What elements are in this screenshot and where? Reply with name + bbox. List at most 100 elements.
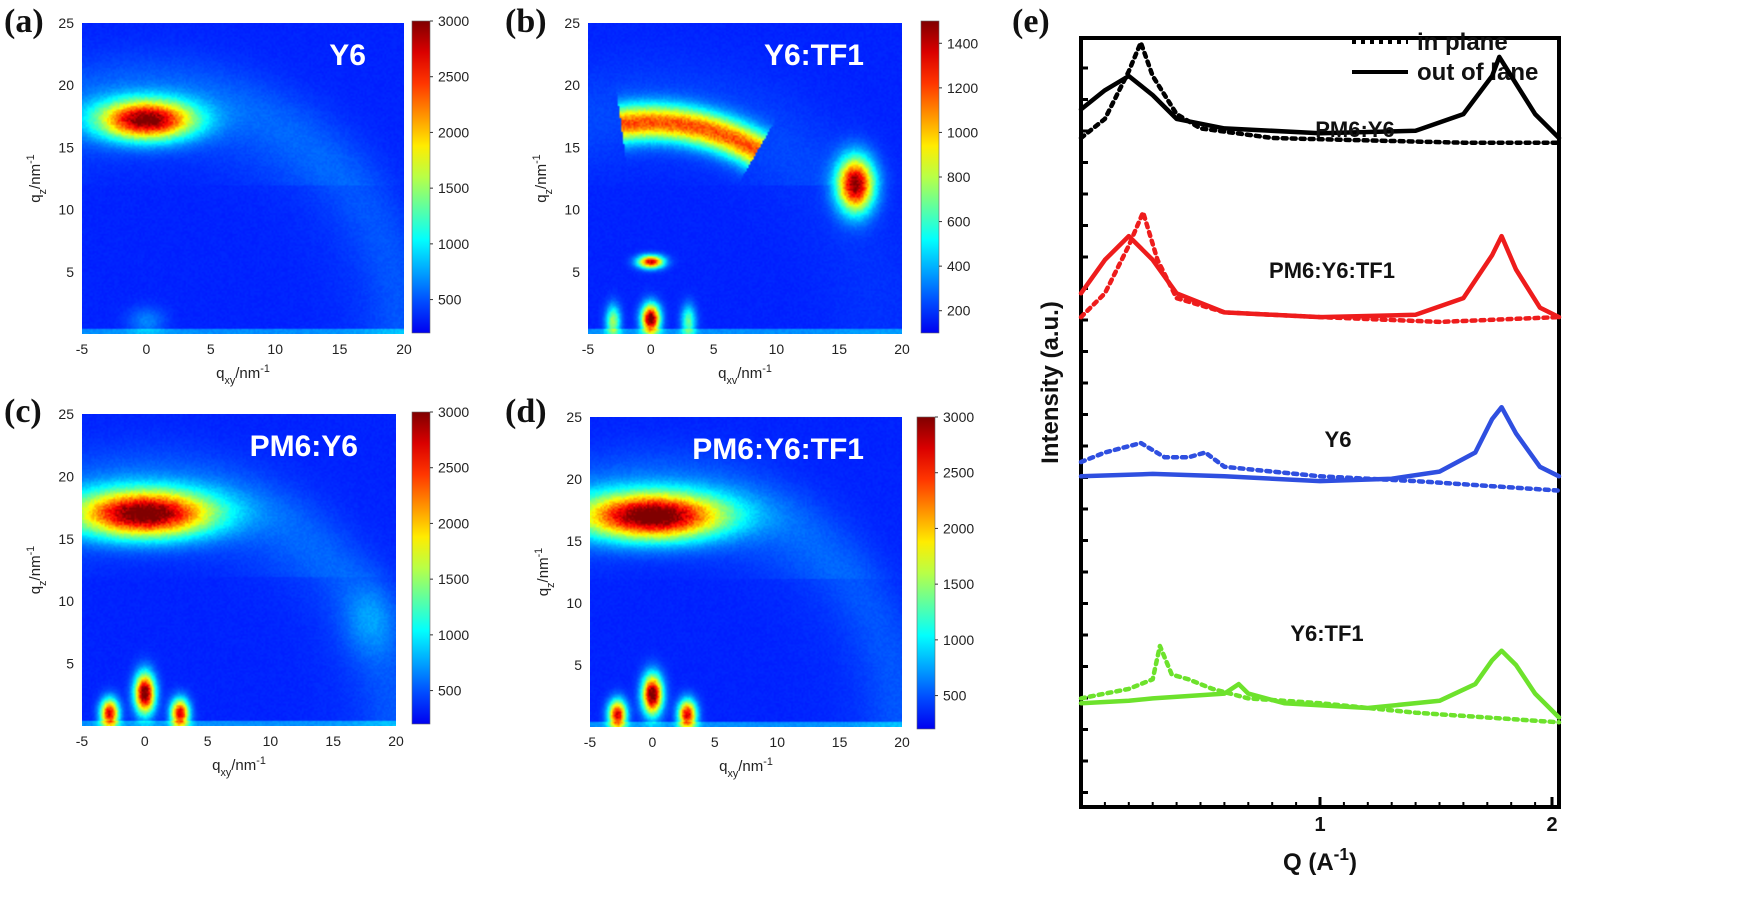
x-axis-title: qxy/nm-1 [216, 363, 270, 387]
y-axis-title: Intensity (a.u.) [1037, 301, 1064, 464]
y-tick-label: 15 [58, 531, 74, 547]
series-label: PM6:Y6 [1315, 117, 1394, 142]
series-out-of-plane-line [1078, 404, 1562, 484]
series-label: Y6 [1325, 427, 1352, 452]
y-tick-label: 25 [564, 15, 580, 31]
colorbar [916, 416, 936, 730]
colorbar-tick-label: 1500 [943, 576, 974, 592]
x-tick-label: -5 [584, 734, 597, 750]
colorbar-tick-label: 400 [947, 258, 971, 274]
map-title: Y6:TF1 [764, 39, 864, 72]
x-tick-label: 20 [396, 341, 412, 357]
series-label: PM6:Y6:TF1 [1269, 258, 1395, 283]
map-title: PM6:Y6 [250, 430, 358, 463]
y-tick-label: 20 [58, 468, 74, 484]
x-tick-label: 0 [141, 733, 149, 749]
y-tick-label: 10 [58, 202, 74, 218]
y-axis-title: qz/nm-1 [25, 154, 49, 202]
gixs-panel: (c) PM6:Y6 -5 0 5 10 15 20 5 10 15 20 25 qxy/nm-1 qz/n… [4, 393, 469, 779]
y-tick-label: 20 [564, 77, 580, 93]
heatmap-image [590, 417, 902, 727]
x-tick-label: -5 [76, 733, 89, 749]
colorbar-tick-label: 200 [947, 303, 971, 319]
panel-label: (e) [1012, 3, 1050, 40]
colorbar-tick-label: 2500 [438, 69, 469, 85]
y-tick-label: 20 [566, 471, 582, 487]
x-tick-label: 10 [267, 341, 283, 357]
x-axis-title: qxy/nm-1 [212, 755, 266, 779]
colorbar-tick-label: 500 [438, 292, 462, 308]
x-tick-label: 0 [649, 734, 657, 750]
x-tick-label: 10 [769, 734, 785, 750]
colorbar-tick-label: 2500 [438, 460, 469, 476]
legend-label-in-plane: in plane [1417, 29, 1508, 56]
colorbar-tick-label: 1500 [438, 180, 469, 196]
x-tick-label: 0 [647, 341, 655, 357]
x-tick-label: 5 [710, 341, 718, 357]
y-tick-label: 25 [566, 409, 582, 425]
y-tick-label: 5 [572, 264, 580, 280]
x-tick-label: 15 [325, 733, 341, 749]
colorbar-tick-label: 1000 [438, 627, 469, 643]
colorbar-tick-label: 1000 [943, 632, 974, 648]
y-tick-label: 5 [66, 656, 74, 672]
x-tick-label: 20 [388, 733, 404, 749]
series-out-of-plane-line [1078, 233, 1562, 320]
y-tick-label: 10 [566, 595, 582, 611]
colorbar-tick-label: 2000 [438, 515, 469, 531]
series-label: Y6:TF1 [1290, 621, 1363, 646]
colorbar [411, 411, 431, 725]
series-in-plane-line [1078, 40, 1562, 145]
line-plot-panel: (e) 1 2 Q (A-1) Intensity (a.u.) in plane out … [1012, 3, 1562, 876]
x-axis-title: Q (A-1) [1283, 844, 1357, 876]
map-title: PM6:Y6:TF1 [692, 433, 864, 466]
gixs-panel: (d) PM6:Y6:TF1 -5 0 5 10 15 20 5 10 15 20 25 qxy/nm-1… [505, 393, 974, 780]
colorbar-tick-label: 1400 [947, 35, 978, 51]
y-axis-title: qz/nm-1 [25, 546, 49, 594]
x-tick-label: 0 [143, 341, 151, 357]
series-in-plane-line [1078, 643, 1562, 725]
panel-label: (a) [4, 3, 44, 40]
x-axis-title: qxy/nm-1 [719, 756, 773, 780]
x-tick-label: -5 [76, 341, 89, 357]
gixs-panel: (b) Y6:TF1 -5 0 5 10 15 20 5 10 15 20 25 qxv/nm-1 qz/n… [505, 3, 978, 387]
x-tick-label: 2 [1546, 814, 1557, 836]
y-tick-label: 10 [58, 593, 74, 609]
x-tick-label: 15 [831, 341, 847, 357]
x-tick-label: 10 [769, 341, 785, 357]
x-tick-label: 20 [894, 734, 910, 750]
x-tick-label: 5 [204, 733, 212, 749]
plot-frame [1079, 36, 1561, 809]
colorbar-tick-label: 800 [947, 169, 971, 185]
x-tick-label: 1 [1314, 814, 1325, 836]
colorbar-tick-label: 3000 [943, 409, 974, 425]
x-tick-label: 15 [832, 734, 848, 750]
colorbar-tick-label: 600 [947, 214, 971, 230]
panel-label: (c) [4, 393, 42, 430]
y-tick-label: 5 [574, 657, 582, 673]
y-tick-label: 25 [58, 15, 74, 31]
y-tick-label: 15 [566, 533, 582, 549]
colorbar-tick-label: 1000 [438, 236, 469, 252]
series-in-plane-line [1078, 440, 1562, 493]
y-tick-label: 15 [58, 139, 74, 155]
heatmap-image [82, 23, 404, 334]
y-axis-title: qz/nm-1 [531, 154, 555, 202]
series-out-of-plane-line [1078, 648, 1562, 720]
panel-label: (b) [505, 3, 547, 40]
heatmap-image [588, 23, 902, 334]
series-out-of-plane-line [1078, 54, 1562, 141]
heatmap-image [82, 414, 396, 726]
x-tick-label: -5 [582, 341, 595, 357]
x-tick-label: 10 [263, 733, 279, 749]
colorbar-tick-label: 3000 [438, 404, 469, 420]
colorbar-tick-label: 1500 [438, 571, 469, 587]
map-title: Y6 [329, 39, 366, 72]
panel-label: (d) [505, 393, 547, 430]
colorbar [920, 20, 940, 334]
y-tick-label: 10 [564, 202, 580, 218]
x-tick-label: 5 [207, 341, 215, 357]
colorbar-tick-label: 1200 [947, 80, 978, 96]
colorbar-tick-label: 500 [438, 683, 462, 699]
